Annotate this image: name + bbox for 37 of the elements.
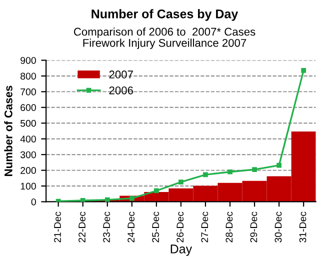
y-tick-label: 200 — [20, 167, 36, 174]
chart-subtitle: Comparison of 2006 to 2007* Cases Firework Injury Surveillance 2007 — [74, 28, 256, 50]
legend-label: 2006 — [109, 86, 133, 94]
point — [252, 167, 257, 172]
y-tick-label: 500 — [20, 120, 36, 127]
y-tick-label: 400 — [20, 136, 36, 142]
point — [301, 68, 306, 73]
x-tick-label: 26-Dec — [176, 212, 184, 242]
y-tick-label: 700 — [20, 88, 36, 96]
y-tick-label: 300 — [20, 151, 36, 158]
y-tick-label: 600 — [20, 104, 36, 112]
x-tick-label: 30-Dec — [274, 212, 282, 242]
y-axis-title: Number of Cases — [4, 86, 12, 176]
x-tick-label: 25-Dec — [152, 212, 160, 242]
x-tick-label: 23-Dec — [103, 212, 110, 242]
x-tick-label: 29-Dec — [250, 212, 258, 242]
x-tick-label: 21-Dec — [54, 212, 61, 242]
x-tick-label: 24-Dec — [128, 212, 135, 242]
point — [80, 198, 86, 202]
y-tick-label: 800 — [20, 72, 36, 80]
x-axis-title: Day — [170, 244, 192, 256]
point — [154, 188, 159, 194]
chart-title: Number of Cases by Day — [92, 9, 238, 21]
legend-label: 2007 — [109, 70, 133, 78]
y-tick-label: 0 — [31, 198, 36, 206]
x-tick-label: 31-Dec — [299, 212, 306, 242]
point — [129, 196, 134, 201]
x-tick-label: 27-Dec — [201, 212, 208, 242]
point — [276, 162, 282, 168]
point — [203, 172, 208, 178]
y-tick-label: 100 — [20, 182, 36, 190]
point — [104, 197, 110, 202]
x-tick-label: 22-Dec — [78, 212, 86, 242]
point — [178, 180, 184, 185]
x-tick-label: 28-Dec — [226, 212, 233, 242]
point — [228, 169, 232, 174]
y-tick-label: 900 — [20, 56, 36, 64]
